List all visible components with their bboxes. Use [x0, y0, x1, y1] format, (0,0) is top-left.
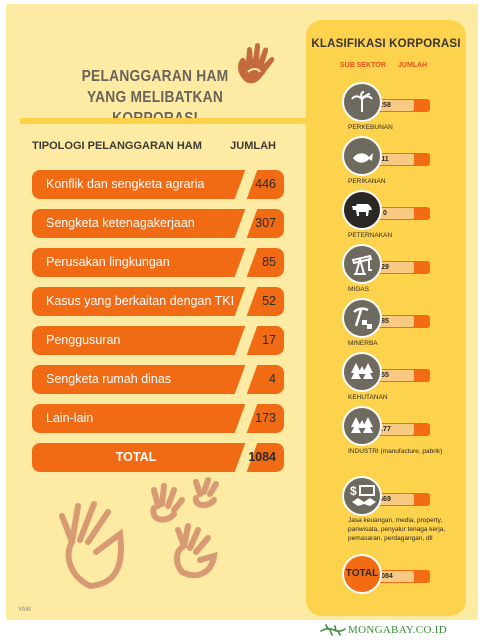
infographic: PELANGGARAN HAM YANG MELIBATKAN KORPORAS…	[6, 4, 478, 620]
sector-icon-circle	[342, 244, 382, 284]
pickaxe-icon	[353, 307, 372, 329]
footer-brand: MONGABAY.CO.ID	[320, 622, 480, 638]
sector-icon-circle	[342, 82, 382, 122]
tipologi-row: Lain-lain 173	[32, 404, 284, 433]
tipologi-row: Perusakan lingkungan 85	[32, 248, 284, 277]
sector-name: PERKEBUNAN	[348, 124, 393, 131]
sector-industri: 177 INDUSTRI (manufacture, pabrik)	[306, 406, 466, 464]
sector-count: 85	[356, 316, 414, 327]
row-divider	[234, 365, 258, 394]
row-divider	[234, 209, 258, 238]
fish-icon	[353, 153, 373, 163]
sector-icon-circle	[342, 352, 382, 392]
tipologi-row: Sengketa ketenagakerjaan 307	[32, 209, 284, 238]
sector-icon-circle: $	[342, 476, 382, 516]
oil-pump-icon	[351, 254, 373, 275]
row-divider	[234, 170, 258, 199]
row-label: Lain-lain	[46, 411, 94, 425]
sector-name: KEHUTANAN	[348, 394, 388, 401]
jumlah-column-label: JUMLAH	[230, 140, 276, 152]
total-value: 1084	[248, 450, 276, 464]
row-value: 52	[262, 294, 276, 308]
sector-icon-circle	[342, 190, 382, 230]
sector-count: 11	[356, 154, 414, 165]
tipologi-row: Kasus yang berkaitan dengan TKI 52	[32, 287, 284, 316]
lizard-logo-icon	[320, 624, 346, 636]
sector-icon-circle	[342, 136, 382, 176]
sector-minerba: 85 MINERBA	[306, 298, 466, 356]
tipologi-row: Konflik dan sengketa agraria 446	[32, 170, 284, 199]
sector-count: 55	[356, 370, 414, 381]
sector-icon-circle	[342, 298, 382, 338]
sector-name: INDUSTRI (manufacture, pabrik)	[348, 448, 443, 455]
row-divider	[234, 326, 258, 355]
sector-count: 469	[356, 494, 414, 505]
tipologi-column-label: TIPOLOGI PELANGGARAN HAM	[32, 140, 202, 152]
sector-name: MINERBA	[348, 340, 378, 347]
sector-icon-circle	[342, 406, 382, 446]
row-value: 85	[262, 255, 276, 269]
tipologi-row: Sengketa rumah dinas 4	[32, 365, 284, 394]
row-value: 307	[255, 216, 276, 230]
row-label: Sengketa ketenagakerjaan	[46, 216, 195, 230]
sector-peternakan: 0 PETERNAKAN	[306, 190, 466, 248]
sector-count: 0	[356, 208, 414, 219]
page-title: PELANGGARAN HAM YANG MELIBATKAN KORPORAS…	[53, 66, 258, 129]
sector-count: 177	[356, 424, 414, 435]
row-divider	[234, 287, 258, 316]
title-line-1: PELANGGARAN HAM	[81, 68, 229, 85]
sector-name: PETERNAKAN	[348, 232, 393, 239]
klasifikasi-total-label: TOTAL	[342, 554, 382, 594]
money-handshake-icon: $	[350, 484, 376, 506]
klasifikasi-title: KLASIFIKASI KORPORASI	[311, 38, 461, 50]
author-credit: YAW	[18, 607, 31, 613]
klasifikasi-panel: KLASIFIKASI KORPORASI SUB SEKTOR JUMLAH …	[306, 20, 466, 616]
sector-count: 29	[356, 262, 414, 273]
title-underline	[20, 118, 310, 124]
hand-print-icon	[238, 43, 275, 84]
row-value: 4	[269, 372, 276, 386]
sector-name: MIGAS	[348, 286, 369, 293]
row-label: Perusakan lingkungan	[46, 255, 170, 269]
tipologi-total-row: TOTAL 1084	[32, 443, 284, 472]
row-value: 173	[255, 411, 276, 425]
sector-kehutanan: 55 KEHUTANAN	[306, 352, 466, 410]
sector-name: PERIKANAN	[348, 178, 386, 185]
jasa-description: Jasa keuangan, media, property, pariwisa…	[348, 517, 446, 542]
palm-tree-icon	[351, 91, 373, 112]
sector-count: 258	[356, 100, 414, 111]
row-label: Kasus yang berkaitan dengan TKI	[46, 294, 235, 308]
svg-text:$: $	[350, 484, 357, 498]
row-label: Sengketa rumah dinas	[46, 372, 172, 386]
sector-perikanan: 11 PERIKANAN	[306, 136, 466, 194]
row-divider	[234, 404, 258, 433]
jumlah-label: JUMLAH	[398, 62, 428, 69]
sub-sektor-label: SUB SEKTOR	[340, 62, 386, 69]
sector-migas: 29 MIGAS	[306, 244, 466, 302]
cow-icon	[352, 204, 372, 216]
forest-icon	[351, 363, 373, 379]
row-label: Konflik dan sengketa agraria	[46, 177, 205, 191]
row-value: 17	[262, 333, 276, 347]
hand-prints-illustration	[59, 477, 219, 589]
total-label: TOTAL	[115, 450, 157, 464]
row-label: Penggusuran	[46, 333, 121, 347]
tipologi-row: Penggusuran 17	[32, 326, 284, 355]
brand-name: MONGABAY.CO.ID	[348, 624, 447, 636]
row-divider	[234, 248, 258, 277]
sector-perkebunan: 258 PERKEBUNAN	[306, 82, 466, 140]
forest-icon	[351, 417, 373, 433]
tipologi-header: TIPOLOGI PELANGGARAN HAM JUMLAH	[32, 140, 284, 158]
row-value: 446	[255, 177, 276, 191]
sector-jasa: 469 $	[306, 476, 466, 534]
klasifikasi-total-value: 1084	[356, 571, 414, 582]
